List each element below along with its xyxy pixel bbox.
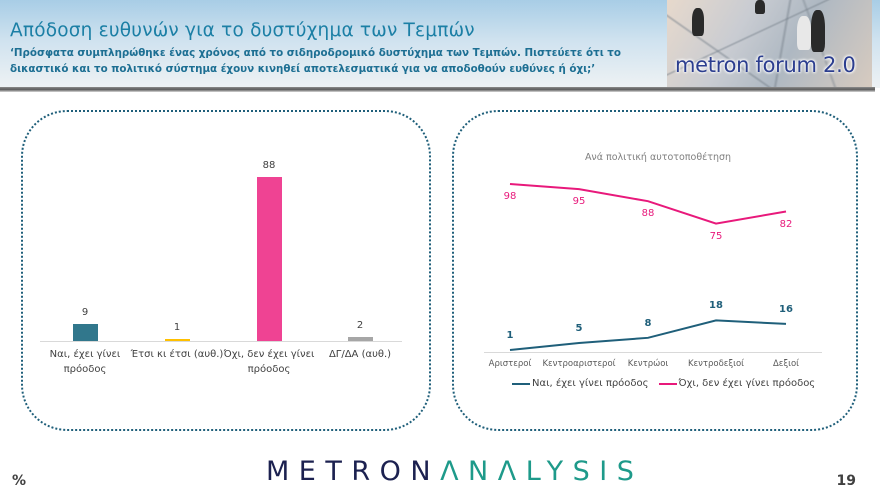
bar-category-label: ΔΓ/ΔΑ (αυθ.) — [328, 349, 392, 360]
legend-item-no: Όχι, δεν έχει γίνει πρόοδος — [658, 378, 816, 389]
x-axis-category-label: Κεντροαριστεροί — [542, 359, 616, 369]
legend-swatch-no — [658, 382, 677, 385]
line-chart-legend: Ναι, έχει γίνει πρόοδος Όχι, δεν έχει γί… — [512, 378, 825, 389]
bar-category-label: Όχι, δεν έχει γίνει πρόοδος — [223, 349, 315, 375]
bar-chart-panel — [21, 110, 431, 431]
forum-label: metron forum 2.0 — [675, 53, 856, 77]
x-axis-category-label: Αριστεροί — [488, 359, 532, 369]
data-point-label: 5 — [575, 323, 583, 335]
data-point-label: 88 — [641, 208, 655, 220]
bar-value-label: 2 — [356, 320, 364, 332]
person-figure-icon — [797, 16, 811, 50]
legend-swatch-yes — [512, 382, 530, 385]
header-banner: Απόδοση ευθυνών για το δυστύχημα των Τεμ… — [0, 0, 880, 88]
data-point-label: 98 — [503, 191, 517, 202]
metron-forum-image: metron forum 2.0 — [667, 0, 872, 87]
slide-title: Απόδοση ευθυνών για το δυστύχημα των Τεμ… — [10, 20, 475, 41]
legend-item-yes: Ναι, έχει γίνει πρόοδος — [512, 378, 649, 389]
data-point-label: 95 — [572, 196, 586, 208]
data-point-label: 18 — [709, 300, 723, 312]
legend-label-yes: Ναι, έχει γίνει πρόοδος — [532, 378, 649, 389]
header-divider — [0, 87, 875, 92]
legend-label-no: Όχι, δεν έχει γίνει πρόοδος — [678, 378, 816, 389]
bar-chart-x-axis — [40, 341, 402, 342]
page-number: 19 — [836, 473, 856, 489]
bar-category-label: Ναι, έχει γίνει πρόοδος — [49, 349, 121, 375]
line-series-no — [509, 183, 787, 225]
person-figure-icon — [811, 10, 825, 52]
bar — [164, 339, 190, 341]
x-axis-category-label: Κεντροδεξιοί — [687, 359, 745, 369]
metron-analysis-logo: METRONΛNΛLYSIS — [266, 456, 643, 487]
x-axis-category-label: Κεντρώοι — [627, 359, 669, 369]
logo-part-analysis: ΛNΛLYSIS — [440, 456, 644, 487]
line-series-yes — [509, 319, 787, 351]
data-point-label: 1 — [506, 330, 514, 341]
line-chart-panel — [452, 110, 858, 431]
x-axis-category-label: Δεξιοί — [772, 359, 800, 369]
bar-value-label: 88 — [262, 159, 276, 171]
logo-part-metron: METRON — [266, 456, 441, 487]
bar — [72, 324, 98, 341]
data-point-label: 75 — [709, 230, 723, 242]
bar — [347, 337, 373, 341]
bar-category-label: Έτσι κι έτσι (αυθ.) — [130, 349, 224, 360]
person-figure-icon — [692, 8, 704, 36]
bar — [256, 176, 282, 341]
survey-question: ‘Πρόσφατα συμπληρώθηκε ένας χρόνος από τ… — [10, 47, 621, 75]
person-figure-icon — [755, 0, 765, 14]
data-point-label: 82 — [779, 218, 793, 230]
bar-value-label: 9 — [81, 307, 89, 319]
bar-value-label: 1 — [173, 322, 181, 333]
unit-label: % — [12, 473, 27, 489]
data-point-label: 8 — [644, 317, 652, 329]
data-point-label: 16 — [779, 303, 793, 315]
line-chart-x-axis — [484, 352, 822, 353]
line-chart-title: Ανά πολιτική αυτοτοποθέτηση — [584, 152, 732, 163]
